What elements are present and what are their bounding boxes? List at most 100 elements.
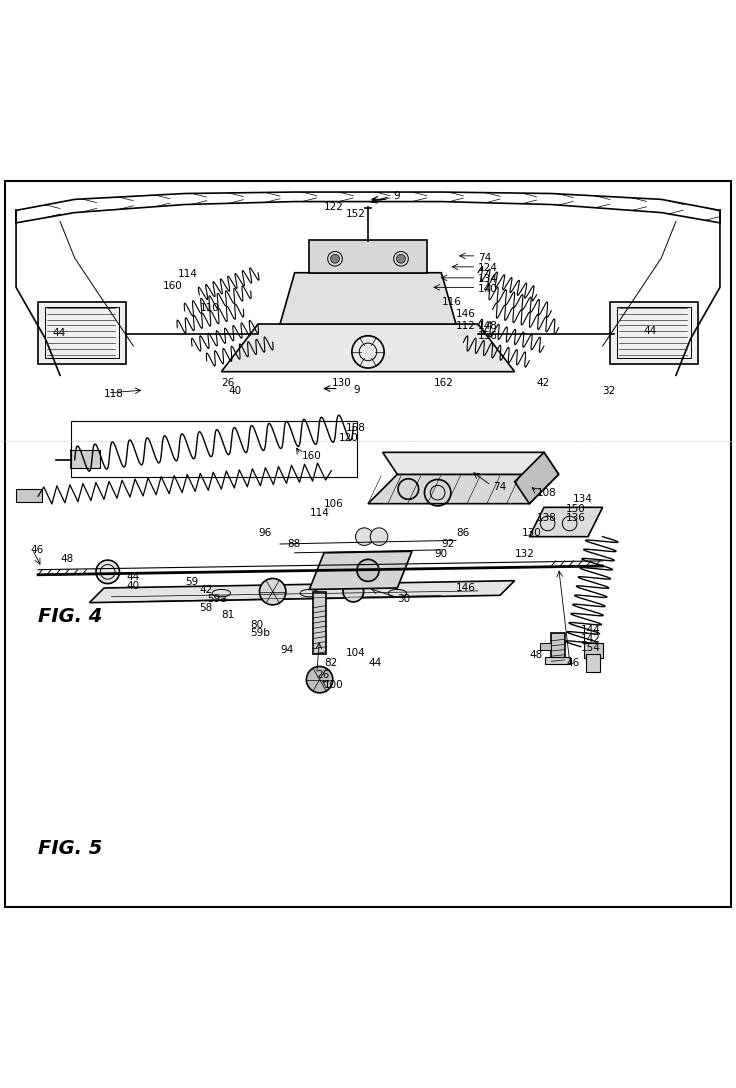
Circle shape [355, 528, 373, 545]
Bar [71, 450, 100, 469]
Text: 154: 154 [581, 643, 601, 653]
Bar [551, 633, 565, 662]
Bar [545, 657, 570, 665]
Text: 48: 48 [529, 651, 542, 660]
Circle shape [357, 559, 379, 581]
Text: 94: 94 [280, 645, 293, 655]
Polygon shape [383, 453, 559, 474]
Text: 92: 92 [442, 539, 455, 549]
Text: 48: 48 [60, 554, 74, 564]
Text: 114: 114 [177, 269, 197, 280]
Text: FIG. 4: FIG. 4 [38, 607, 102, 626]
Text: 146: 146 [456, 309, 476, 319]
Text: 44: 44 [643, 326, 657, 336]
Text: 59: 59 [185, 577, 198, 588]
Text: 120: 120 [339, 433, 358, 444]
Text: 156: 156 [478, 332, 498, 342]
Text: 80: 80 [251, 620, 263, 630]
Text: 44: 44 [368, 658, 381, 668]
Text: 42: 42 [537, 378, 550, 387]
Text: 148: 148 [478, 321, 498, 331]
Bar [610, 302, 698, 364]
Text: 26: 26 [222, 378, 235, 387]
Polygon shape [89, 581, 514, 603]
Text: 9: 9 [394, 190, 400, 200]
Bar [16, 489, 42, 503]
Text: 86: 86 [456, 528, 470, 537]
Text: 160: 160 [163, 281, 183, 290]
Polygon shape [280, 273, 456, 324]
Text: 110: 110 [199, 302, 219, 313]
Circle shape [306, 667, 333, 693]
Text: 44: 44 [126, 572, 139, 582]
Polygon shape [368, 474, 559, 504]
Bar [46, 307, 118, 358]
Circle shape [96, 560, 119, 583]
Text: 114: 114 [309, 508, 329, 518]
Bar [71, 421, 357, 477]
Text: 134: 134 [478, 273, 498, 284]
Text: 124: 124 [478, 263, 498, 273]
Text: 40: 40 [126, 581, 139, 591]
Text: 108: 108 [537, 487, 556, 497]
Circle shape [343, 581, 364, 602]
Text: 136: 136 [566, 514, 586, 523]
Text: 30: 30 [397, 594, 411, 604]
Text: 106: 106 [324, 499, 344, 509]
Polygon shape [222, 324, 514, 372]
Text: 32: 32 [603, 386, 616, 396]
Bar [38, 302, 126, 364]
Circle shape [330, 255, 339, 263]
Text: 144: 144 [581, 625, 601, 634]
Text: 140: 140 [478, 284, 498, 294]
Text: 158: 158 [346, 423, 366, 433]
Text: 138: 138 [537, 514, 556, 523]
Text: 90: 90 [434, 548, 447, 558]
Text: FIG. 5: FIG. 5 [38, 839, 102, 857]
Circle shape [260, 579, 286, 605]
Text: 150: 150 [566, 504, 586, 514]
Text: 130: 130 [522, 528, 542, 537]
Polygon shape [514, 453, 559, 504]
Text: 59b: 59b [251, 629, 271, 639]
Text: 88: 88 [287, 539, 300, 549]
Text: 146: 146 [456, 583, 476, 593]
Text: 26: 26 [316, 669, 330, 680]
Text: 74: 74 [492, 482, 506, 492]
Circle shape [370, 528, 388, 545]
Text: 162: 162 [434, 378, 454, 387]
Bar [540, 643, 551, 651]
Bar [586, 654, 601, 672]
Bar [309, 239, 427, 273]
Text: 46: 46 [31, 545, 44, 555]
Text: 82: 82 [324, 658, 337, 668]
Text: 59a: 59a [207, 594, 226, 604]
Text: 96: 96 [258, 528, 272, 537]
Text: 9: 9 [353, 385, 360, 395]
Polygon shape [529, 507, 603, 536]
Text: 112: 112 [456, 321, 476, 331]
Text: 74: 74 [478, 254, 491, 263]
Text: 132: 132 [514, 548, 534, 558]
Text: 58: 58 [199, 603, 213, 613]
Text: 116: 116 [442, 297, 461, 307]
Text: 100: 100 [324, 680, 344, 690]
Text: 118: 118 [104, 388, 124, 398]
Text: 46: 46 [566, 658, 579, 668]
Bar [618, 307, 690, 358]
Text: 142: 142 [581, 634, 601, 644]
Text: 42: 42 [199, 585, 213, 595]
Bar [584, 643, 603, 657]
Text: 134: 134 [573, 494, 593, 504]
Text: 81: 81 [222, 610, 235, 620]
Text: 104: 104 [346, 647, 366, 657]
Text: 40: 40 [229, 386, 242, 396]
Text: 130: 130 [331, 378, 351, 387]
Text: 160: 160 [302, 452, 322, 461]
Circle shape [397, 255, 406, 263]
Text: 122: 122 [324, 201, 344, 212]
Text: 44: 44 [53, 327, 66, 338]
Text: 152: 152 [346, 209, 366, 219]
Bar [313, 592, 326, 654]
Polygon shape [309, 552, 412, 590]
